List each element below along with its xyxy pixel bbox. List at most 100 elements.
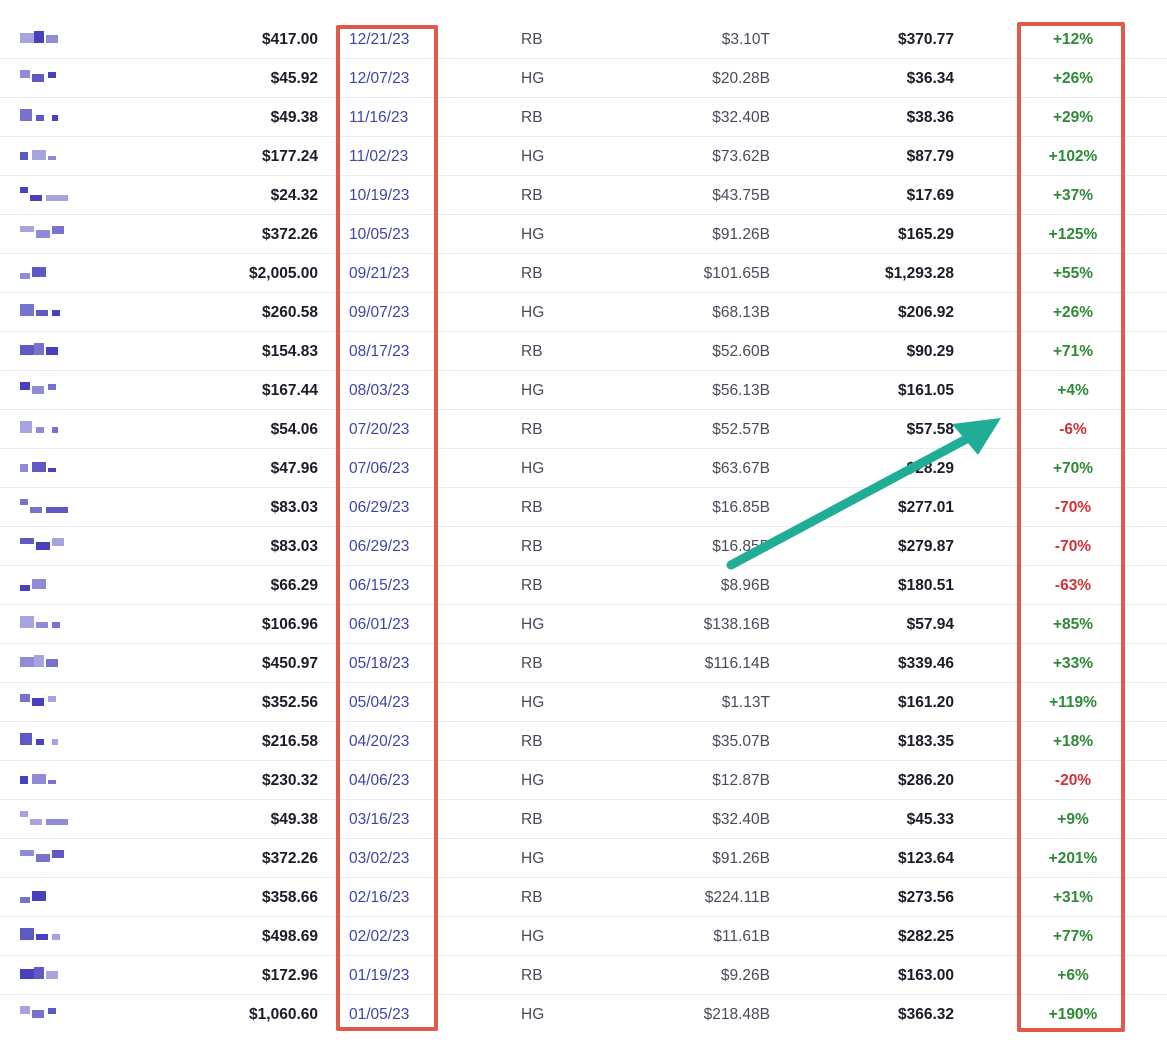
target-price-cell: $277.01: [897, 499, 954, 516]
grade-cell: RB: [521, 343, 543, 360]
table-row[interactable]: $54.06 07/20/23 RB $52.57B $57.58 -6%: [0, 410, 1167, 450]
date-link[interactable]: 11/02/23: [349, 148, 409, 165]
table-row[interactable]: $66.29 06/15/23 RB $8.96B $180.51 -63%: [0, 566, 1167, 606]
date-link[interactable]: 09/07/23: [349, 304, 410, 321]
grade-cell: RB: [521, 538, 543, 555]
table-row[interactable]: $2,005.00 09/21/23 RB $101.65B $1,293.28…: [0, 254, 1167, 294]
target-price-cell: $161.20: [897, 694, 954, 711]
table-row[interactable]: $49.38 11/16/23 RB $32.40B $38.36 +29%: [0, 98, 1167, 138]
table-row[interactable]: $372.26 03/02/23 HG $91.26B $123.64 +201…: [0, 839, 1167, 879]
table-row[interactable]: $230.32 04/06/23 HG $12.87B $286.20 -20%: [0, 761, 1167, 801]
date-link[interactable]: 08/17/23: [349, 343, 410, 360]
date-link[interactable]: 06/15/23: [349, 577, 410, 594]
table-row[interactable]: $352.56 05/04/23 HG $1.13T $161.20 +119%: [0, 683, 1167, 723]
table-row[interactable]: $154.83 08/17/23 RB $52.60B $90.29 +71%: [0, 332, 1167, 372]
table-row[interactable]: $417.00 12/21/23 RB $3.10T $370.77 +12%: [0, 20, 1167, 60]
pixelated-ticker-logo: [20, 31, 70, 47]
return-cell: +37%: [1052, 187, 1094, 204]
table-row[interactable]: $372.26 10/05/23 HG $91.26B $165.29 +125…: [0, 215, 1167, 255]
table-row[interactable]: $216.58 04/20/23 RB $35.07B $183.35 +18%: [0, 722, 1167, 762]
table-row[interactable]: $358.66 02/16/23 RB $224.11B $273.56 +31…: [0, 878, 1167, 918]
pixelated-ticker-logo: [20, 850, 70, 866]
date-link[interactable]: 12/07/23: [349, 70, 410, 87]
date-link[interactable]: 12/21/23: [349, 31, 410, 48]
grade-cell: RB: [521, 187, 543, 204]
table-row[interactable]: $47.96 07/06/23 HG $63.67B $28.29 +70%: [0, 449, 1167, 489]
target-price-cell: $366.32: [897, 1006, 954, 1023]
date-link[interactable]: 03/02/23: [349, 850, 410, 867]
price-cell: $83.03: [270, 499, 318, 516]
pixelated-ticker-logo: [20, 109, 70, 125]
price-cell: $417.00: [261, 31, 318, 48]
grade-cell: HG: [521, 226, 545, 243]
pixelated-ticker-logo: [20, 343, 70, 359]
pixelated-ticker-logo: [20, 928, 70, 944]
return-cell: +77%: [1052, 928, 1094, 945]
market-cap-cell: $73.62B: [712, 148, 770, 165]
table-row[interactable]: $83.03 06/29/23 RB $16.85B $279.87 -70%: [0, 527, 1167, 567]
price-cell: $154.83: [261, 343, 318, 360]
price-cell: $260.58: [261, 304, 318, 321]
table-row[interactable]: $167.44 08/03/23 HG $56.13B $161.05 +4%: [0, 371, 1167, 411]
pixelated-ticker-logo: [20, 265, 70, 281]
date-link[interactable]: 05/04/23: [349, 694, 410, 711]
date-link[interactable]: 10/19/23: [349, 187, 410, 204]
grade-cell: HG: [521, 304, 545, 321]
date-link[interactable]: 06/29/23: [349, 538, 410, 555]
pixelated-ticker-logo: [20, 382, 70, 398]
return-cell: +29%: [1052, 109, 1094, 126]
date-link[interactable]: 09/21/23: [349, 265, 410, 282]
price-cell: $1,060.60: [249, 1006, 318, 1023]
date-link[interactable]: 11/16/23: [349, 109, 409, 126]
target-price-cell: $57.58: [906, 421, 954, 438]
date-link[interactable]: 04/06/23: [349, 772, 410, 789]
return-cell: -6%: [1059, 421, 1087, 438]
table-row[interactable]: $260.58 09/07/23 HG $68.13B $206.92 +26%: [0, 293, 1167, 333]
date-link[interactable]: 06/01/23: [349, 616, 410, 633]
table-row[interactable]: $1,060.60 01/05/23 HG $218.48B $366.32 +…: [0, 995, 1167, 1035]
table-row[interactable]: $45.92 12/07/23 HG $20.28B $36.34 +26%: [0, 59, 1167, 99]
table-row[interactable]: $177.24 11/02/23 HG $73.62B $87.79 +102%: [0, 137, 1167, 177]
market-cap-cell: $3.10T: [721, 31, 770, 48]
date-link[interactable]: 07/06/23: [349, 460, 410, 477]
price-cell: $106.96: [261, 616, 318, 633]
grade-cell: HG: [521, 694, 545, 711]
price-cell: $216.58: [261, 733, 318, 750]
date-link[interactable]: 07/20/23: [349, 421, 410, 438]
market-cap-cell: $52.57B: [712, 421, 770, 438]
table-row[interactable]: $49.38 03/16/23 RB $32.40B $45.33 +9%: [0, 800, 1167, 840]
target-price-cell: $339.46: [897, 655, 954, 672]
date-link[interactable]: 03/16/23: [349, 811, 410, 828]
table-row[interactable]: $450.97 05/18/23 RB $116.14B $339.46 +33…: [0, 644, 1167, 684]
pixelated-ticker-logo: [20, 538, 70, 554]
date-link[interactable]: 01/19/23: [349, 967, 410, 984]
market-cap-cell: $91.26B: [712, 850, 770, 867]
return-cell: +85%: [1052, 616, 1094, 633]
date-link[interactable]: 01/05/23: [349, 1006, 410, 1023]
pixelated-ticker-logo: [20, 577, 70, 593]
grade-cell: RB: [521, 811, 543, 828]
grade-cell: HG: [521, 928, 545, 945]
grade-cell: RB: [521, 109, 543, 126]
date-link[interactable]: 04/20/23: [349, 733, 410, 750]
target-price-cell: $165.29: [897, 226, 954, 243]
grade-cell: HG: [521, 616, 545, 633]
date-link[interactable]: 06/29/23: [349, 499, 410, 516]
date-link[interactable]: 10/05/23: [349, 226, 410, 243]
market-cap-cell: $1.13T: [721, 694, 770, 711]
date-link[interactable]: 02/16/23: [349, 889, 410, 906]
market-cap-cell: $68.13B: [712, 304, 770, 321]
table-row[interactable]: $83.03 06/29/23 RB $16.85B $277.01 -70%: [0, 488, 1167, 528]
price-cell: $167.44: [261, 382, 318, 399]
date-link[interactable]: 08/03/23: [349, 382, 410, 399]
grade-cell: HG: [521, 70, 545, 87]
table-row[interactable]: $24.32 10/19/23 RB $43.75B $17.69 +37%: [0, 176, 1167, 216]
table-row[interactable]: $106.96 06/01/23 HG $138.16B $57.94 +85%: [0, 605, 1167, 645]
target-price-cell: $90.29: [906, 343, 954, 360]
market-cap-cell: $56.13B: [712, 382, 770, 399]
table-row[interactable]: $498.69 02/02/23 HG $11.61B $282.25 +77%: [0, 917, 1167, 957]
date-link[interactable]: 02/02/23: [349, 928, 410, 945]
date-link[interactable]: 05/18/23: [349, 655, 410, 672]
market-cap-cell: $35.07B: [712, 733, 770, 750]
table-row[interactable]: $172.96 01/19/23 RB $9.26B $163.00 +6%: [0, 956, 1167, 996]
